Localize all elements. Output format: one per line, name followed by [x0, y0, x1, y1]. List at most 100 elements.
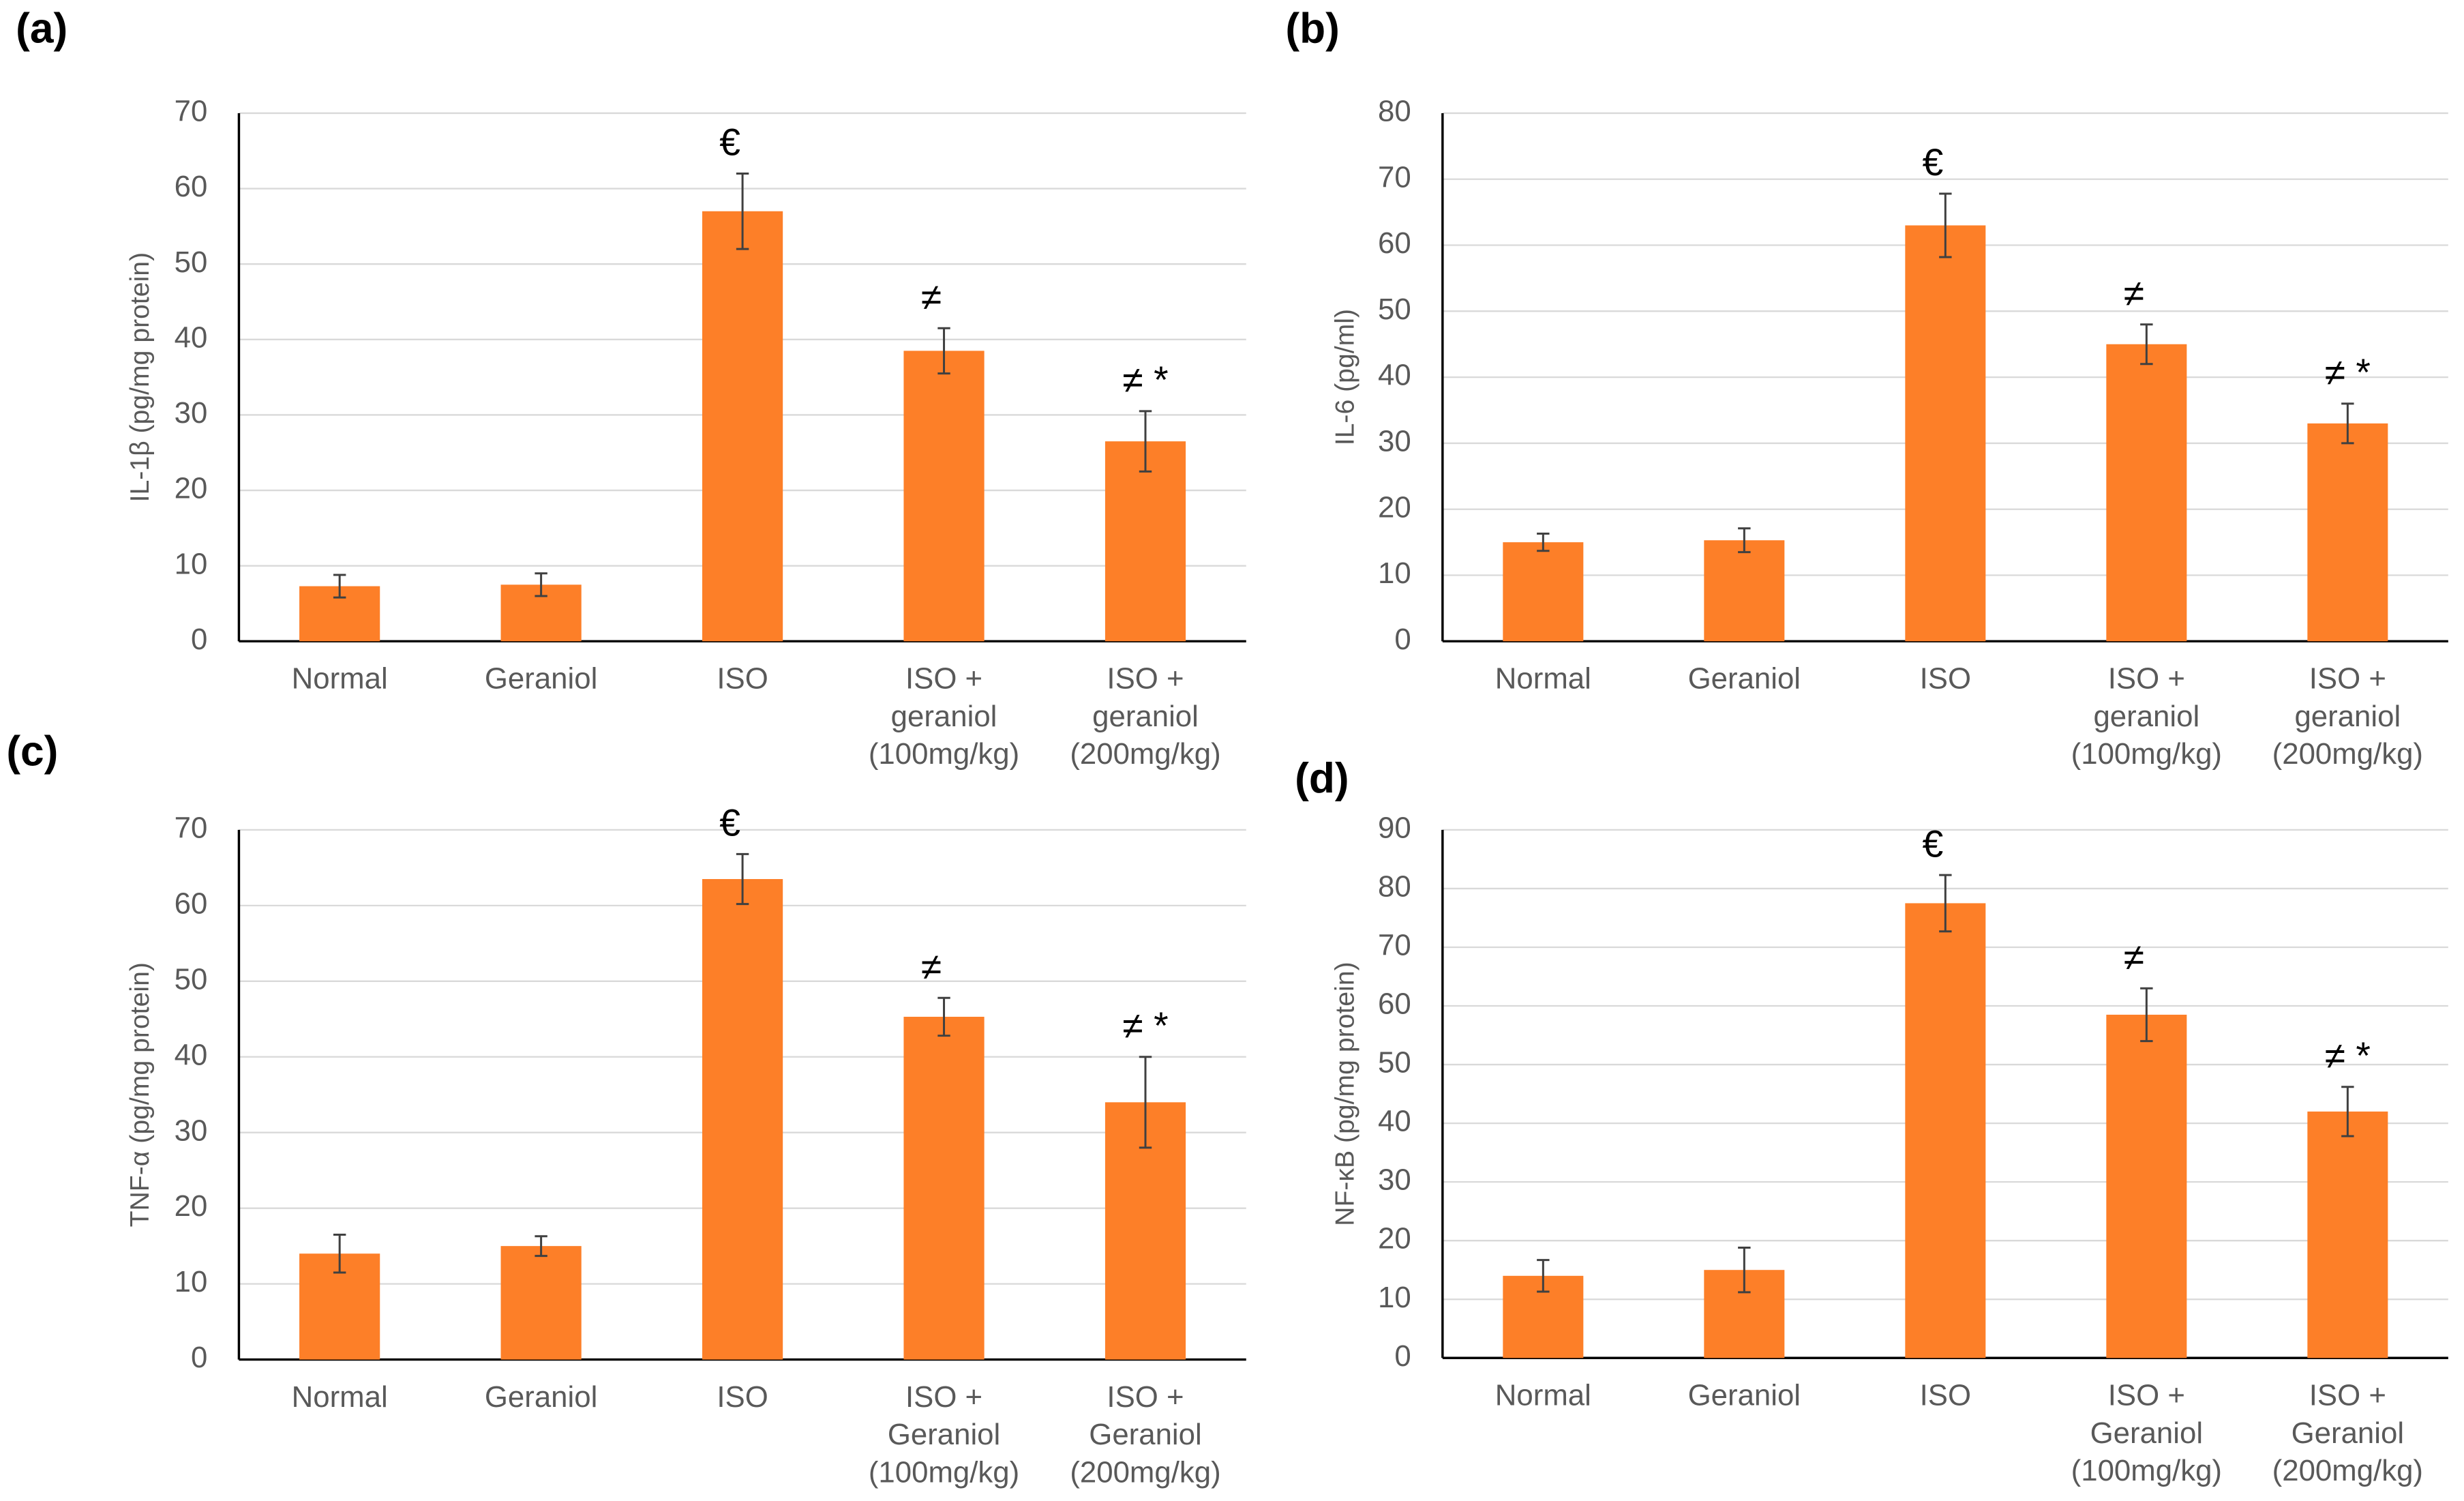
bar [2307, 423, 2388, 642]
y-tick-label: 50 [175, 246, 208, 279]
x-tick-label: (200mg/kg) [1070, 737, 1220, 771]
annotation: ≠ [921, 945, 942, 987]
y-tick-label: 0 [1394, 623, 1411, 656]
y-tick-label: 40 [1378, 1105, 1411, 1138]
x-tick-label: Geraniol [2292, 1416, 2404, 1450]
annotation: € [1923, 141, 1944, 183]
error-bar [1537, 533, 1550, 552]
annotation: € [1923, 822, 1944, 865]
x-tick-label: ISO + [2108, 662, 2185, 696]
bar [1105, 441, 1186, 642]
panel-label: (d) [1295, 755, 1349, 802]
bar [1503, 542, 1584, 642]
y-tick-label: 50 [1378, 293, 1411, 326]
y-tick-label: 30 [1378, 1163, 1411, 1197]
x-tick-label: (100mg/kg) [2071, 737, 2222, 771]
annotation: ≠ * [2325, 351, 2371, 393]
error-bar [2140, 987, 2153, 1043]
error-bar [2140, 323, 2153, 366]
x-tick-label: Normal [292, 662, 388, 696]
y-tick-label: 40 [1378, 359, 1411, 392]
x-tick-label: geraniol [2294, 700, 2401, 733]
y-tick-label: 0 [191, 1341, 207, 1374]
x-tick-label: ISO [717, 1380, 768, 1414]
error-bar [2341, 402, 2354, 445]
y-tick-label: 10 [1378, 1281, 1411, 1314]
annotation: ≠ [921, 276, 942, 318]
error-bar [937, 996, 950, 1037]
y-tick-label: 20 [175, 472, 208, 505]
error-bar [937, 327, 950, 375]
bar [903, 1016, 985, 1360]
y-tick-label: 30 [175, 396, 208, 430]
error-bar [333, 574, 346, 599]
y-tick-label: 60 [1378, 987, 1411, 1021]
error-bar [1738, 527, 1751, 554]
y-axis-label: IL-1β (pg/mg protein) [125, 252, 155, 503]
x-tick-label: Geraniol [485, 1380, 597, 1414]
bar [702, 211, 783, 642]
y-tick-label: 70 [1378, 929, 1411, 962]
panel-label: (c) [6, 728, 58, 775]
x-tick-label: geraniol [1092, 700, 1199, 733]
y-tick-label: 50 [1378, 1046, 1411, 1080]
bar [1905, 225, 1986, 642]
x-tick-label: ISO + [2108, 1378, 2185, 1412]
x-tick-label: ISO + [2309, 662, 2386, 696]
y-axis-label: NF-κB (pg/mg protein) [1331, 962, 1360, 1225]
y-tick-label: 10 [1378, 556, 1411, 590]
y-tick-label: 40 [175, 321, 208, 354]
y-tick-label: 20 [1378, 1222, 1411, 1255]
y-tick-label: 60 [175, 170, 208, 203]
panel-label: (b) [1285, 5, 1339, 53]
bar [702, 879, 783, 1360]
bar [903, 351, 985, 642]
annotation: ≠ * [1122, 359, 1168, 401]
x-tick-label: Geraniol [2090, 1416, 2203, 1450]
x-tick-label: (200mg/kg) [2272, 737, 2423, 771]
bar [2307, 1111, 2388, 1358]
error-bar [1139, 410, 1152, 473]
error-bar [1939, 192, 1952, 258]
annotation: € [719, 121, 740, 164]
y-tick-label: 70 [175, 811, 208, 844]
x-tick-label: Geraniol [888, 1418, 1000, 1451]
y-tick-label: 90 [1378, 811, 1411, 844]
error-bar [736, 852, 749, 906]
error-bar [1537, 1259, 1550, 1293]
x-tick-label: Geraniol [1688, 1378, 1801, 1412]
y-tick-label: 70 [1378, 160, 1411, 194]
y-axis-label: TNF-α (pg/mg protein) [125, 962, 155, 1227]
error-bar [535, 572, 547, 597]
x-tick-label: ISO + [905, 662, 982, 696]
x-tick-label: Geraniol [1688, 662, 1801, 696]
x-tick-label: (100mg/kg) [869, 737, 1019, 771]
y-tick-label: 30 [1378, 424, 1411, 458]
y-tick-label: 60 [1378, 226, 1411, 260]
error-bar [1939, 874, 1952, 933]
error-bar [535, 1235, 547, 1258]
y-tick-label: 60 [175, 887, 208, 920]
x-tick-label: Geraniol [485, 662, 597, 696]
bar [2106, 344, 2187, 642]
bar [1905, 903, 1986, 1358]
y-tick-label: 70 [175, 95, 208, 128]
y-tick-label: 10 [175, 547, 208, 580]
error-bar [2341, 1086, 2354, 1138]
annotation: ≠ * [2325, 1035, 2371, 1077]
y-tick-label: 30 [175, 1114, 208, 1147]
y-tick-label: 80 [1378, 870, 1411, 903]
bar [2106, 1014, 2187, 1358]
x-tick-label: ISO + [1107, 662, 1184, 696]
error-bar [736, 172, 749, 250]
y-tick-label: 20 [175, 1189, 208, 1223]
bar [1704, 540, 1785, 642]
x-tick-label: ISO [717, 662, 768, 696]
y-tick-label: 0 [1394, 1339, 1411, 1373]
x-tick-label: ISO [1920, 1378, 1971, 1412]
x-tick-label: Geraniol [1089, 1418, 1201, 1451]
x-tick-label: ISO + [1107, 1380, 1184, 1414]
y-axis-label: IL-6 (pg/ml) [1331, 309, 1360, 445]
x-tick-label: (200mg/kg) [1070, 1455, 1220, 1489]
